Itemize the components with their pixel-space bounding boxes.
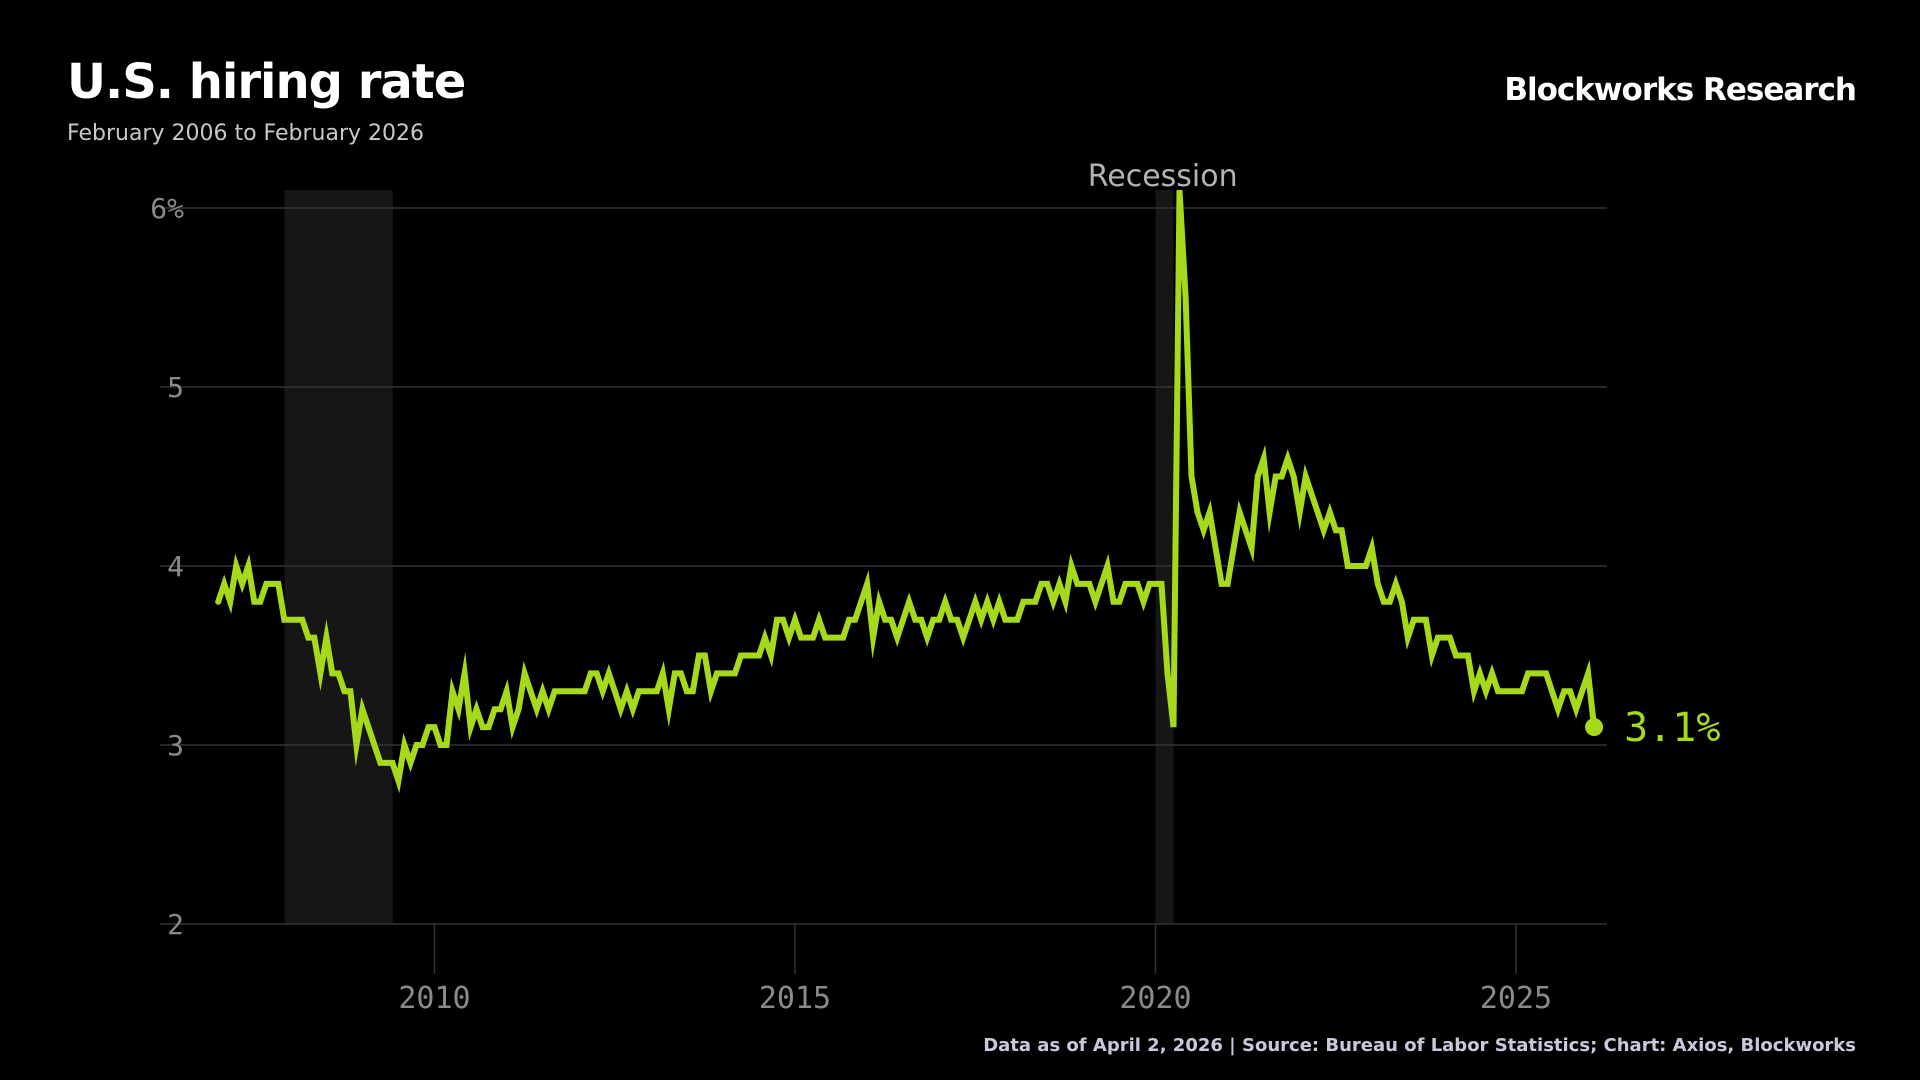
chart-subtitle: February 2006 to February 2026 — [67, 121, 425, 146]
recession-band-2 — [1155, 190, 1174, 924]
y-tick-label-4: 4 — [167, 550, 184, 583]
y-axis: 2 3 4 5 6% — [150, 192, 184, 941]
x-tick-label-2015: 2015 — [759, 981, 831, 1016]
x-axis: 2010 2015 2020 2025 — [398, 924, 1552, 1016]
series-layer: 3.1% — [215, 189, 1720, 794]
annotations: Recession — [1088, 159, 1238, 194]
brand-logo-text: Blockworks Research — [1504, 72, 1857, 108]
last-point-marker — [1585, 718, 1604, 737]
x-tick-label-2020: 2020 — [1119, 981, 1191, 1016]
chart-title: U.S. hiring rate — [67, 54, 466, 110]
y-tick-label-3: 3 — [167, 729, 184, 762]
y-tick-label-2: 2 — [167, 908, 184, 941]
source-note: Data as of April 2, 2026 | Source: Burea… — [983, 1035, 1856, 1056]
annotation-recession: Recession — [1088, 159, 1238, 194]
series-line-hiring-rate — [215, 189, 1598, 794]
x-tick-label-2010: 2010 — [398, 981, 470, 1016]
y-tick-label-6: 6% — [150, 192, 184, 225]
recession-band-1 — [284, 190, 393, 924]
recession-bands — [284, 190, 1174, 924]
x-tick-label-2025: 2025 — [1480, 981, 1552, 1016]
y-tick-label-5: 5 — [167, 371, 184, 404]
last-value-label: 3.1% — [1624, 705, 1720, 751]
